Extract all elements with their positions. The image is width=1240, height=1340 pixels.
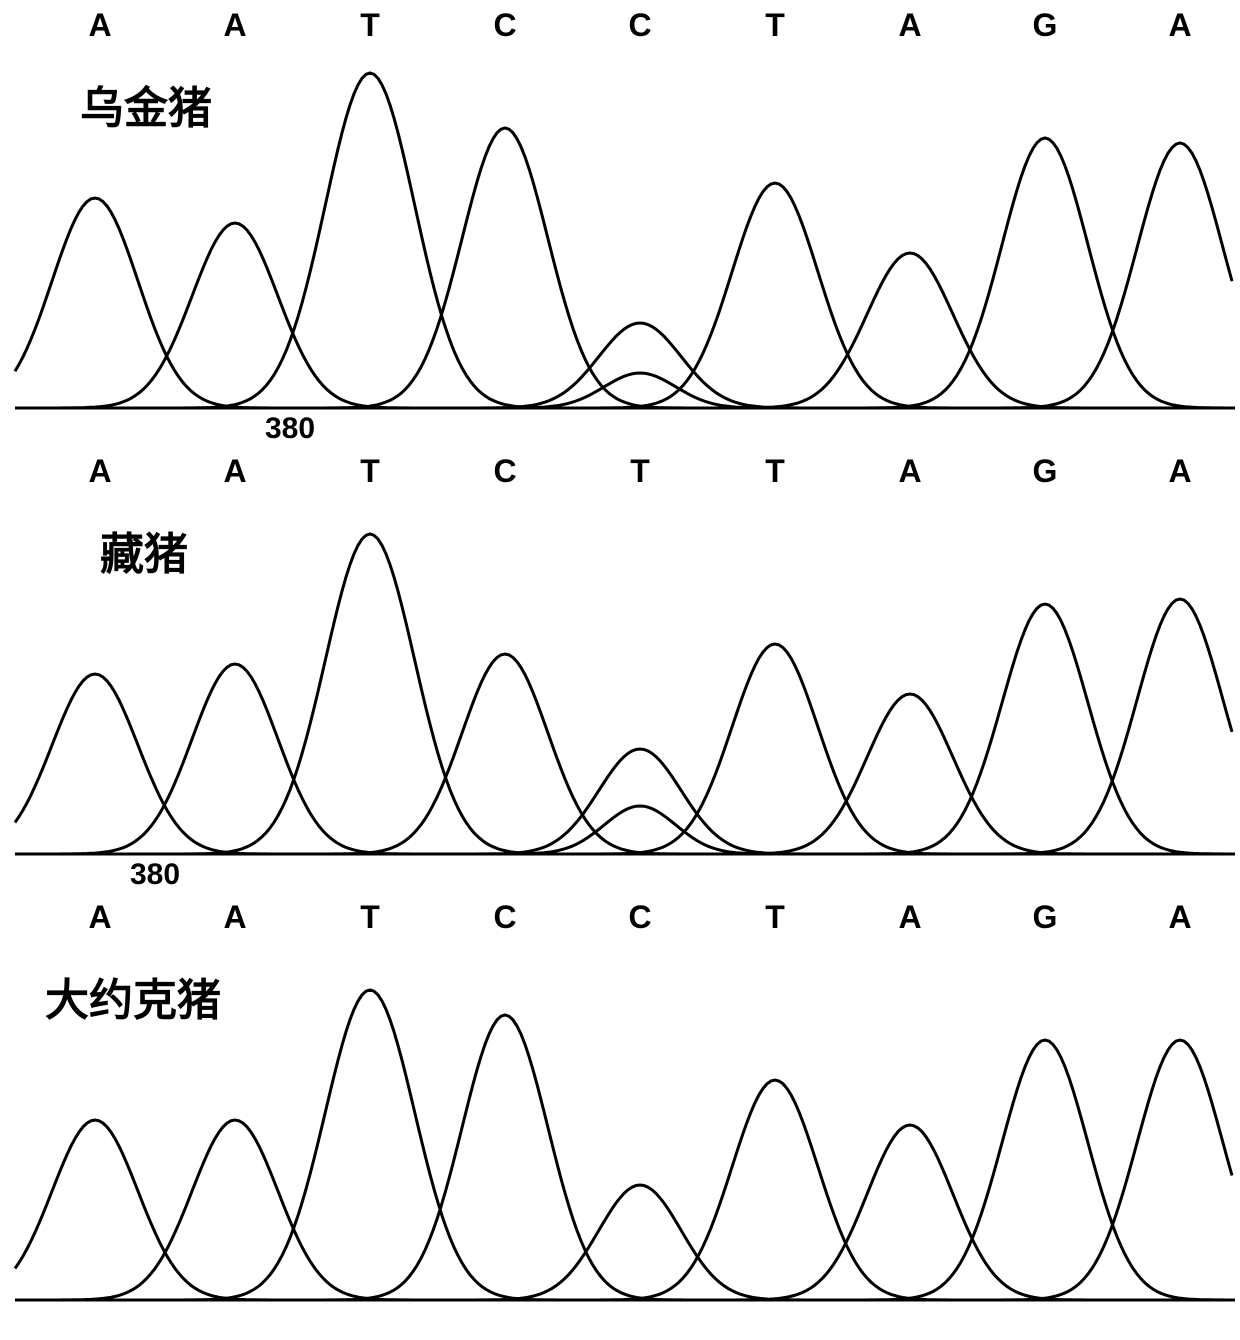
base-letter: A [1168,453,1191,490]
peak-curve [853,1040,1233,1300]
panel-yorkshire: AATCCTAGA大约克猪 [0,892,1240,1338]
peak-curve [718,253,1102,408]
peak-curve [43,223,427,408]
base-letter: C [493,899,516,936]
peak-curve [313,654,697,854]
peak-curve [988,1040,1232,1300]
peak-curve [313,1015,697,1300]
panel-wujin: AATCCTAGA乌金猪380 [0,0,1240,446]
plot-area [0,50,1240,410]
chromatogram-svg [0,942,1240,1302]
base-letter: T [360,899,380,936]
base-letter: T [765,7,785,44]
base-letter: A [88,453,111,490]
peak-curve [456,1185,824,1300]
base-letter: A [1168,7,1191,44]
peak-curve [718,694,1102,854]
base-letter: G [1033,7,1058,44]
base-letter: T [630,453,650,490]
base-letter: C [628,899,651,936]
base-letter: A [88,899,111,936]
peak-curve [853,604,1233,854]
peak-curve [853,138,1233,408]
peak-curve [313,128,697,408]
peak-curve [988,599,1232,854]
sequence-row: AATCCTAGA [0,0,1240,50]
peak-curve [988,143,1232,408]
chromatogram-svg [0,496,1240,856]
sequence-row: AATCCTAGA [0,892,1240,942]
base-letter: T [360,453,380,490]
peak-curve [43,664,427,854]
plot-area [0,496,1240,856]
peak-curve [170,534,570,854]
chromatogram-svg [0,50,1240,410]
base-letter: G [1033,453,1058,490]
base-letter: A [88,7,111,44]
panel-zang: AATCTTAGA藏猪380 [0,446,1240,892]
peak-curve [480,373,800,408]
base-letter: A [898,453,921,490]
peak-curve [480,806,800,854]
peak-curve [170,73,570,408]
peak-curve [583,1080,967,1300]
base-letter: A [223,453,246,490]
base-letter: A [898,7,921,44]
peak-curve [456,749,824,854]
position-tick-label: 380 [265,412,315,446]
base-letter: A [1168,899,1191,936]
peak-curve [43,1120,427,1300]
base-letter: T [765,899,785,936]
sequence-row: AATCTTAGA [0,446,1240,496]
peak-curve [170,990,570,1300]
base-letter: T [360,7,380,44]
position-tick-label: 380 [130,858,180,892]
base-letter: A [898,899,921,936]
plot-area [0,942,1240,1302]
peak-curve [456,323,824,408]
base-letter: C [628,7,651,44]
base-letter: A [223,7,246,44]
peak-curve [718,1125,1102,1300]
base-letter: C [493,7,516,44]
base-letter: T [765,453,785,490]
base-letter: A [223,899,246,936]
base-letter: G [1033,899,1058,936]
base-letter: C [493,453,516,490]
